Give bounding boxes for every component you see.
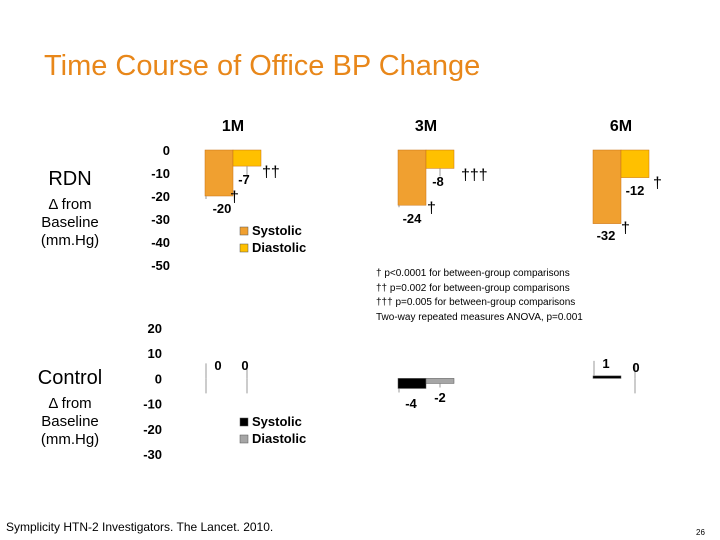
- rdn-significance-mark-systolic: †: [427, 200, 436, 217]
- rdn-y-tick-label: -10: [151, 166, 170, 181]
- rdn-legend-swatch: [239, 243, 249, 253]
- page-number: 26: [696, 528, 705, 537]
- rdn-category-label: 1M: [222, 118, 244, 135]
- control-row-label: Control Δ from Baseline (mm.Hg): [20, 367, 120, 449]
- rdn-significance-mark-systolic: †: [621, 220, 630, 237]
- rdn-row-label: RDN Δ from Baseline (mm.Hg): [20, 168, 120, 250]
- rdn-data-label-systolic: -32: [597, 228, 616, 243]
- rdn-label: RDN: [48, 168, 92, 190]
- control-y-tick-label: -20: [143, 422, 162, 437]
- citation: Symplicity HTN-2 Investigators. The Lanc…: [6, 520, 274, 534]
- rdn-y-tick-label: -40: [151, 235, 170, 250]
- rdn-y-tick-label: -20: [151, 189, 170, 204]
- control-bar-systolic: [592, 375, 622, 379]
- control-bar-systolic: [397, 378, 427, 389]
- control-data-label-diastolic: 0: [241, 358, 248, 373]
- rdn-bar-systolic: [592, 149, 622, 224]
- rdn-bar-diastolic: [232, 149, 262, 167]
- control-sub-label-2: Baseline: [41, 413, 99, 430]
- control-label: Control: [37, 367, 103, 389]
- rdn-y-tick-label: -50: [151, 258, 170, 273]
- control-data-label-systolic: 0: [214, 358, 221, 373]
- control-data-label-systolic: -4: [405, 396, 417, 411]
- rdn-significance-mark-diastolic: †††: [461, 167, 488, 184]
- rdn-sub-label-3: (mm.Hg): [40, 232, 100, 249]
- rdn-sub-label-1: Δ from: [48, 196, 92, 213]
- footnotes: † p<0.0001 for between-group comparisons…: [376, 267, 583, 325]
- control-y-tick-label: 20: [148, 321, 162, 336]
- rdn-legend-label: Systolic: [252, 223, 302, 238]
- slide-title: Time Course of Office BP Change: [44, 50, 481, 82]
- control-legend-label: Diastolic: [252, 431, 306, 446]
- footnote-4: Two-way repeated measures ANOVA, p=0.001: [376, 311, 583, 323]
- rdn-data-label-diastolic: -7: [238, 172, 250, 187]
- rdn-category-label: 3M: [415, 118, 437, 135]
- footnote-3: ††† p=0.005 for between-group comparison…: [376, 297, 576, 308]
- footnote-2: †† p=0.002 for between-group comparisons: [376, 282, 570, 294]
- rdn-bar-systolic: [204, 149, 234, 197]
- control-y-tick-label: -30: [143, 447, 162, 462]
- control-y-tick-label: 0: [155, 371, 162, 386]
- rdn-data-label-systolic: -24: [403, 211, 423, 226]
- rdn-category-label: 6M: [610, 118, 632, 135]
- control-data-label-diastolic: -2: [434, 390, 446, 405]
- control-sub-label-3: (mm.Hg): [40, 431, 100, 448]
- rdn-data-label-diastolic: -12: [626, 183, 645, 198]
- rdn-legend-swatch: [239, 226, 249, 236]
- rdn-significance-mark-systolic: †: [230, 189, 239, 206]
- rdn-legend-label: Diastolic: [252, 240, 306, 255]
- control-legend-label: Systolic: [252, 414, 302, 429]
- rdn-bar-diastolic: [620, 149, 650, 178]
- rdn-y-tick-label: 0: [163, 143, 170, 158]
- control-data-label-diastolic: 0: [632, 360, 639, 375]
- rdn-data-label-diastolic: -8: [432, 174, 444, 189]
- control-y-tick-label: 10: [148, 346, 162, 361]
- rdn-data-label-systolic: -20: [213, 201, 232, 216]
- control-sub-label-1: Δ from: [48, 395, 92, 412]
- rdn-bar-systolic: [397, 149, 427, 206]
- footnote-1: † p<0.0001 for between-group comparisons: [376, 268, 570, 279]
- rdn-sub-label-2: Baseline: [41, 214, 99, 231]
- control-legend-swatch: [239, 417, 249, 427]
- control-data-label-systolic: 1: [602, 356, 609, 371]
- rdn-significance-mark-diastolic: ††: [262, 164, 280, 181]
- control-y-tick-label: -10: [143, 397, 162, 412]
- rdn-bar-diastolic: [425, 149, 455, 169]
- control-legend-swatch: [239, 434, 249, 444]
- rdn-y-tick-label: -30: [151, 212, 170, 227]
- rdn-significance-mark-diastolic: †: [653, 175, 662, 192]
- control-bar-diastolic: [425, 378, 455, 384]
